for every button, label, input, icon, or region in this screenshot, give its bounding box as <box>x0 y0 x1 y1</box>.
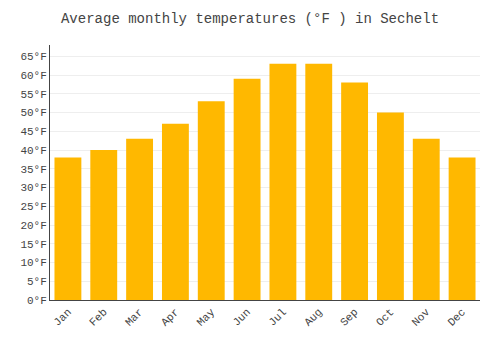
svg-text:25°F: 25°F <box>20 201 46 213</box>
svg-text:0°F: 0°F <box>27 295 47 307</box>
svg-text:Average monthly temperatures (: Average monthly temperatures (°F ) in Se… <box>61 11 439 27</box>
svg-text:45°F: 45°F <box>20 126 46 138</box>
svg-text:50°F: 50°F <box>20 107 46 119</box>
svg-text:Oct: Oct <box>374 306 396 328</box>
svg-text:Feb: Feb <box>87 306 109 328</box>
svg-text:35°F: 35°F <box>20 164 46 176</box>
svg-text:Jan: Jan <box>51 306 73 328</box>
svg-text:55°F: 55°F <box>20 89 46 101</box>
svg-text:Jul: Jul <box>266 306 288 328</box>
svg-text:15°F: 15°F <box>20 239 46 251</box>
svg-text:40°F: 40°F <box>20 145 46 157</box>
svg-text:Jun: Jun <box>231 306 253 328</box>
svg-text:Aug: Aug <box>302 306 324 328</box>
svg-text:Mar: Mar <box>123 306 145 328</box>
svg-text:65°F: 65°F <box>20 51 46 63</box>
svg-text:30°F: 30°F <box>20 182 46 194</box>
svg-text:Dec: Dec <box>446 306 468 328</box>
svg-text:10°F: 10°F <box>20 257 46 269</box>
svg-text:20°F: 20°F <box>20 220 46 232</box>
svg-text:Sep: Sep <box>338 306 360 328</box>
svg-text:May: May <box>195 306 218 329</box>
svg-text:Apr: Apr <box>159 306 181 328</box>
svg-text:Nov: Nov <box>410 306 433 329</box>
svg-text:5°F: 5°F <box>27 276 47 288</box>
svg-text:60°F: 60°F <box>20 70 46 82</box>
